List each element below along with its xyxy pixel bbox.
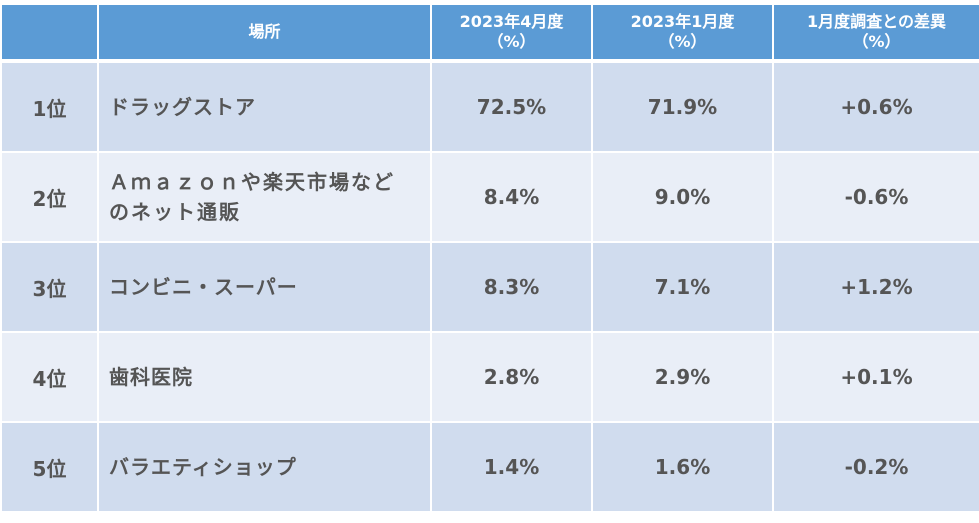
header-jan: 2023年1月度 （%） [591, 3, 774, 62]
diff-cell: +0.1% [772, 331, 979, 423]
header-row: 場所 2023年4月度 （%） 2023年1月度 （%） 1月度調査との差異 （%） [0, 3, 979, 62]
place-cell: ドラッグストア [97, 60, 432, 153]
place-cell: コンビニ・スーパー [97, 241, 432, 333]
jan-cell: 9.0% [591, 151, 774, 243]
place-cell: 歯科医院 [97, 331, 432, 423]
header-rank [0, 3, 99, 62]
rank-cell: 4位 [0, 331, 99, 423]
apr-cell: 1.4% [430, 421, 593, 513]
header-jan-title: 2023年1月度 [630, 12, 735, 31]
diff-cell: +1.2% [772, 241, 979, 333]
jan-cell: 1.6% [591, 421, 774, 513]
rank-cell: 5位 [0, 421, 99, 513]
rank-cell: 1位 [0, 60, 99, 153]
place-cell: バラエティショップ [97, 421, 432, 513]
table-row: 2位 Ａｍａｚｏｎや楽天市場などのネット通販 8.4% 9.0% -0.6% [0, 151, 979, 243]
header-jan-unit: （%） [658, 32, 707, 51]
table-row: 5位 バラエティショップ 1.4% 1.6% -0.2% [0, 421, 979, 513]
table-row: 1位 ドラッグストア 72.5% 71.9% +0.6% [0, 60, 979, 153]
header-diff-title: 1月度調査との差異 [807, 12, 946, 31]
apr-cell: 72.5% [430, 60, 593, 153]
jan-cell: 7.1% [591, 241, 774, 333]
header-apr-unit: （%） [487, 32, 536, 51]
header-diff-unit: （%） [852, 32, 901, 51]
header-apr-title: 2023年4月度 [459, 12, 564, 31]
apr-cell: 8.4% [430, 151, 593, 243]
ranking-table: 場所 2023年4月度 （%） 2023年1月度 （%） 1月度調査との差異 （%） … [0, 3, 979, 513]
diff-cell: +0.6% [772, 60, 979, 153]
rank-cell: 3位 [0, 241, 99, 333]
place-cell: Ａｍａｚｏｎや楽天市場などのネット通販 [97, 151, 432, 243]
diff-cell: -0.2% [772, 421, 979, 513]
jan-cell: 71.9% [591, 60, 774, 153]
table-row: 3位 コンビニ・スーパー 8.3% 7.1% +1.2% [0, 241, 979, 333]
rank-cell: 2位 [0, 151, 99, 243]
apr-cell: 8.3% [430, 241, 593, 333]
header-place: 場所 [97, 3, 432, 62]
header-diff: 1月度調査との差異 （%） [772, 3, 979, 62]
jan-cell: 2.9% [591, 331, 774, 423]
apr-cell: 2.8% [430, 331, 593, 423]
header-apr: 2023年4月度 （%） [430, 3, 593, 62]
diff-cell: -0.6% [772, 151, 979, 243]
table-row: 4位 歯科医院 2.8% 2.9% +0.1% [0, 331, 979, 423]
